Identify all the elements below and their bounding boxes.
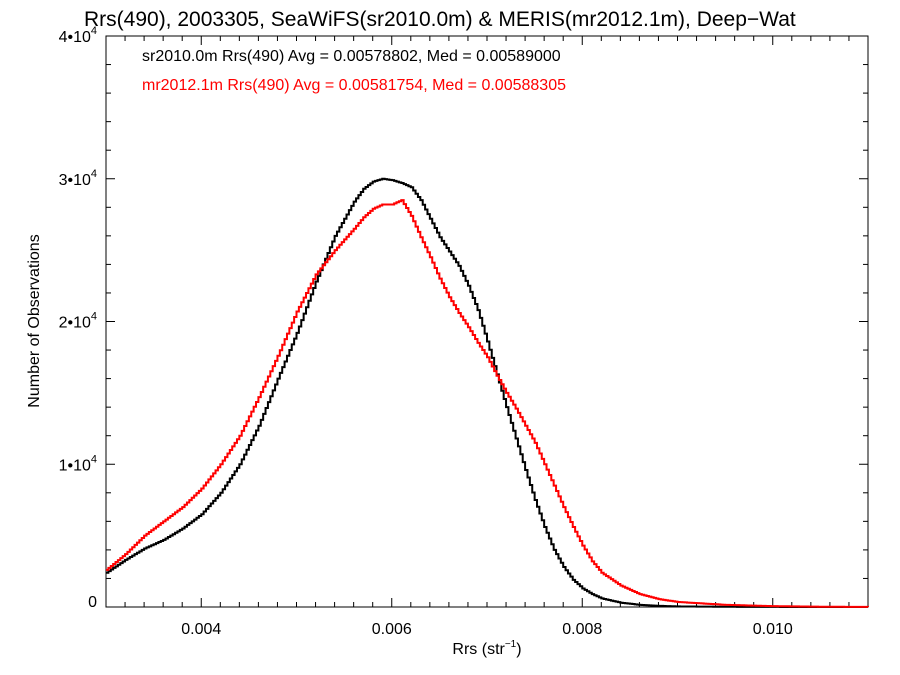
series-line-1	[106, 177, 868, 608]
y-ticks: 0 1•104 2•104 3•104 4•104	[59, 25, 868, 611]
y-tick-label: 4•104	[59, 25, 97, 46]
y-tick-label: 1•104	[59, 453, 97, 474]
stats-annotation: mr2012.1m Rrs(490) Avg = 0.00581754, Med…	[142, 77, 566, 94]
series-lines	[106, 177, 869, 608]
series-line-2	[106, 199, 869, 608]
plot-area-frame	[105, 35, 869, 608]
x-tick-label: 0.004	[181, 621, 221, 638]
y-axis-label: Number of Observations	[26, 234, 43, 407]
x-tick-label: 0.008	[562, 621, 602, 638]
x-tick-label: 0.006	[372, 621, 412, 638]
stats-annotations: sr2010.0m Rrs(490) Avg = 0.00578802, Med…	[142, 48, 566, 94]
y-tick-label: 2•104	[59, 311, 97, 332]
stats-annotation: sr2010.0m Rrs(490) Avg = 0.00578802, Med…	[142, 48, 561, 65]
x-ticks: 0.004 0.006 0.008 0.010	[105, 36, 869, 638]
x-axis-label: Rrs (str−1)	[452, 639, 521, 658]
x-tick-label: 0.010	[753, 621, 793, 638]
chart-title: Rrs(490), 2003305, SeaWiFS(sr2010.0m) & …	[84, 8, 796, 31]
y-tick-label: 3•104	[59, 168, 97, 189]
y-tick-label: 0	[88, 594, 97, 611]
